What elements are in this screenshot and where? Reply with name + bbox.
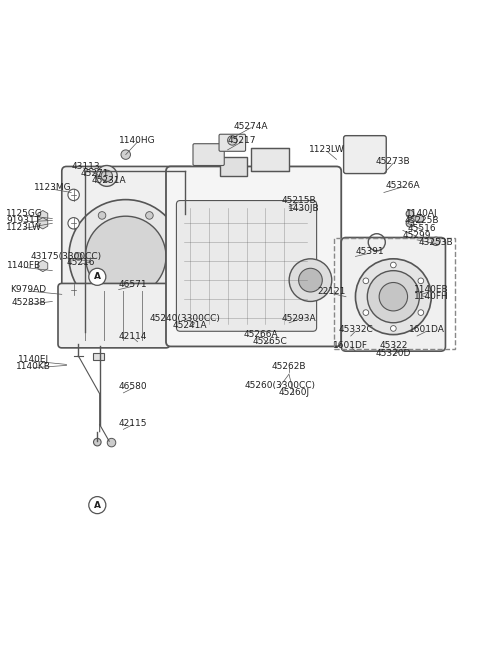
Circle shape — [391, 326, 396, 331]
Text: 45231A: 45231A — [92, 176, 126, 185]
Text: 1123LW: 1123LW — [309, 145, 345, 155]
Text: 1140HG: 1140HG — [119, 136, 156, 145]
Text: 1140FH: 1140FH — [414, 292, 449, 301]
Bar — [220, 157, 247, 176]
Text: 1123LW: 1123LW — [6, 223, 42, 232]
Circle shape — [406, 210, 414, 217]
FancyBboxPatch shape — [177, 200, 317, 331]
Text: 22121: 22121 — [318, 288, 346, 297]
Circle shape — [356, 259, 431, 335]
Text: 45326A: 45326A — [385, 181, 420, 190]
Text: 45262B: 45262B — [272, 362, 306, 371]
Circle shape — [432, 237, 440, 246]
Text: 1140KB: 1140KB — [16, 362, 51, 371]
Circle shape — [391, 262, 396, 268]
Circle shape — [85, 216, 166, 297]
Bar — [251, 147, 289, 171]
Text: 45216: 45216 — [67, 258, 95, 267]
Text: 45266A: 45266A — [243, 330, 278, 339]
Circle shape — [415, 214, 424, 223]
Circle shape — [98, 212, 106, 219]
FancyBboxPatch shape — [219, 134, 246, 151]
Circle shape — [68, 189, 79, 200]
Text: 45271: 45271 — [81, 169, 109, 178]
Text: 45332C: 45332C — [338, 326, 373, 334]
Text: 46580: 46580 — [119, 383, 147, 391]
Text: 43113: 43113 — [71, 162, 100, 171]
Circle shape — [289, 259, 332, 301]
Circle shape — [145, 293, 153, 301]
Text: 45391: 45391 — [355, 247, 384, 256]
Text: K979AD: K979AD — [11, 285, 47, 294]
Text: 45215B: 45215B — [281, 196, 316, 205]
Circle shape — [74, 253, 82, 260]
Text: 1601DA: 1601DA — [408, 326, 444, 334]
Text: 45240(3300CC): 45240(3300CC) — [149, 314, 220, 322]
Text: 1140EB: 1140EB — [414, 285, 448, 294]
Text: 45516: 45516 — [408, 223, 436, 233]
Circle shape — [68, 284, 79, 295]
FancyBboxPatch shape — [58, 284, 170, 348]
Circle shape — [89, 269, 106, 286]
Text: 45299: 45299 — [403, 231, 432, 240]
Text: 1140FB: 1140FB — [7, 261, 41, 271]
Circle shape — [96, 166, 117, 187]
Text: 1125GG: 1125GG — [5, 210, 42, 218]
Text: 1140EJ: 1140EJ — [18, 355, 49, 364]
Text: A: A — [94, 272, 101, 281]
Circle shape — [379, 282, 408, 311]
Circle shape — [121, 150, 131, 159]
Circle shape — [94, 438, 101, 446]
FancyBboxPatch shape — [344, 136, 386, 174]
Text: A: A — [94, 500, 101, 510]
Text: 45274A: 45274A — [234, 122, 268, 131]
Text: 42115: 42115 — [119, 419, 147, 428]
Text: 45260(3300CC): 45260(3300CC) — [244, 381, 315, 390]
Bar — [93, 352, 105, 360]
Circle shape — [363, 278, 369, 284]
Circle shape — [169, 253, 177, 260]
Circle shape — [101, 170, 112, 181]
Circle shape — [367, 271, 420, 323]
Text: 45283B: 45283B — [12, 299, 46, 307]
FancyBboxPatch shape — [166, 166, 341, 346]
Text: 91931T: 91931T — [7, 216, 41, 225]
Circle shape — [363, 310, 369, 316]
Text: 45241A: 45241A — [172, 321, 207, 329]
Circle shape — [418, 310, 424, 316]
Text: 1601DF: 1601DF — [333, 341, 368, 350]
Circle shape — [89, 496, 106, 514]
Circle shape — [418, 278, 424, 284]
Text: 45293A: 45293A — [281, 314, 316, 322]
Text: 1140AJ: 1140AJ — [406, 210, 438, 218]
Circle shape — [107, 438, 116, 447]
Text: 1123MG: 1123MG — [34, 183, 71, 193]
Text: 43175(3300CC): 43175(3300CC) — [31, 252, 102, 261]
Circle shape — [228, 136, 237, 145]
Circle shape — [69, 200, 182, 313]
Circle shape — [68, 217, 79, 229]
FancyBboxPatch shape — [341, 238, 445, 351]
Bar — [334, 238, 455, 349]
Text: 1430JB: 1430JB — [288, 204, 319, 213]
Text: 45260J: 45260J — [278, 388, 310, 398]
Text: 43253B: 43253B — [419, 238, 453, 247]
FancyBboxPatch shape — [193, 143, 224, 166]
Circle shape — [299, 269, 322, 292]
Text: 45320D: 45320D — [376, 349, 411, 358]
Circle shape — [98, 293, 106, 301]
Circle shape — [145, 212, 153, 219]
Text: 45225B: 45225B — [405, 216, 439, 225]
Circle shape — [406, 219, 414, 227]
Text: 45322: 45322 — [379, 341, 408, 350]
Text: 45217: 45217 — [228, 136, 256, 145]
Text: 45273B: 45273B — [376, 157, 411, 166]
Text: 42114: 42114 — [119, 331, 147, 341]
Text: 46571: 46571 — [119, 280, 147, 290]
FancyBboxPatch shape — [62, 166, 194, 337]
Text: 45265C: 45265C — [253, 337, 288, 346]
